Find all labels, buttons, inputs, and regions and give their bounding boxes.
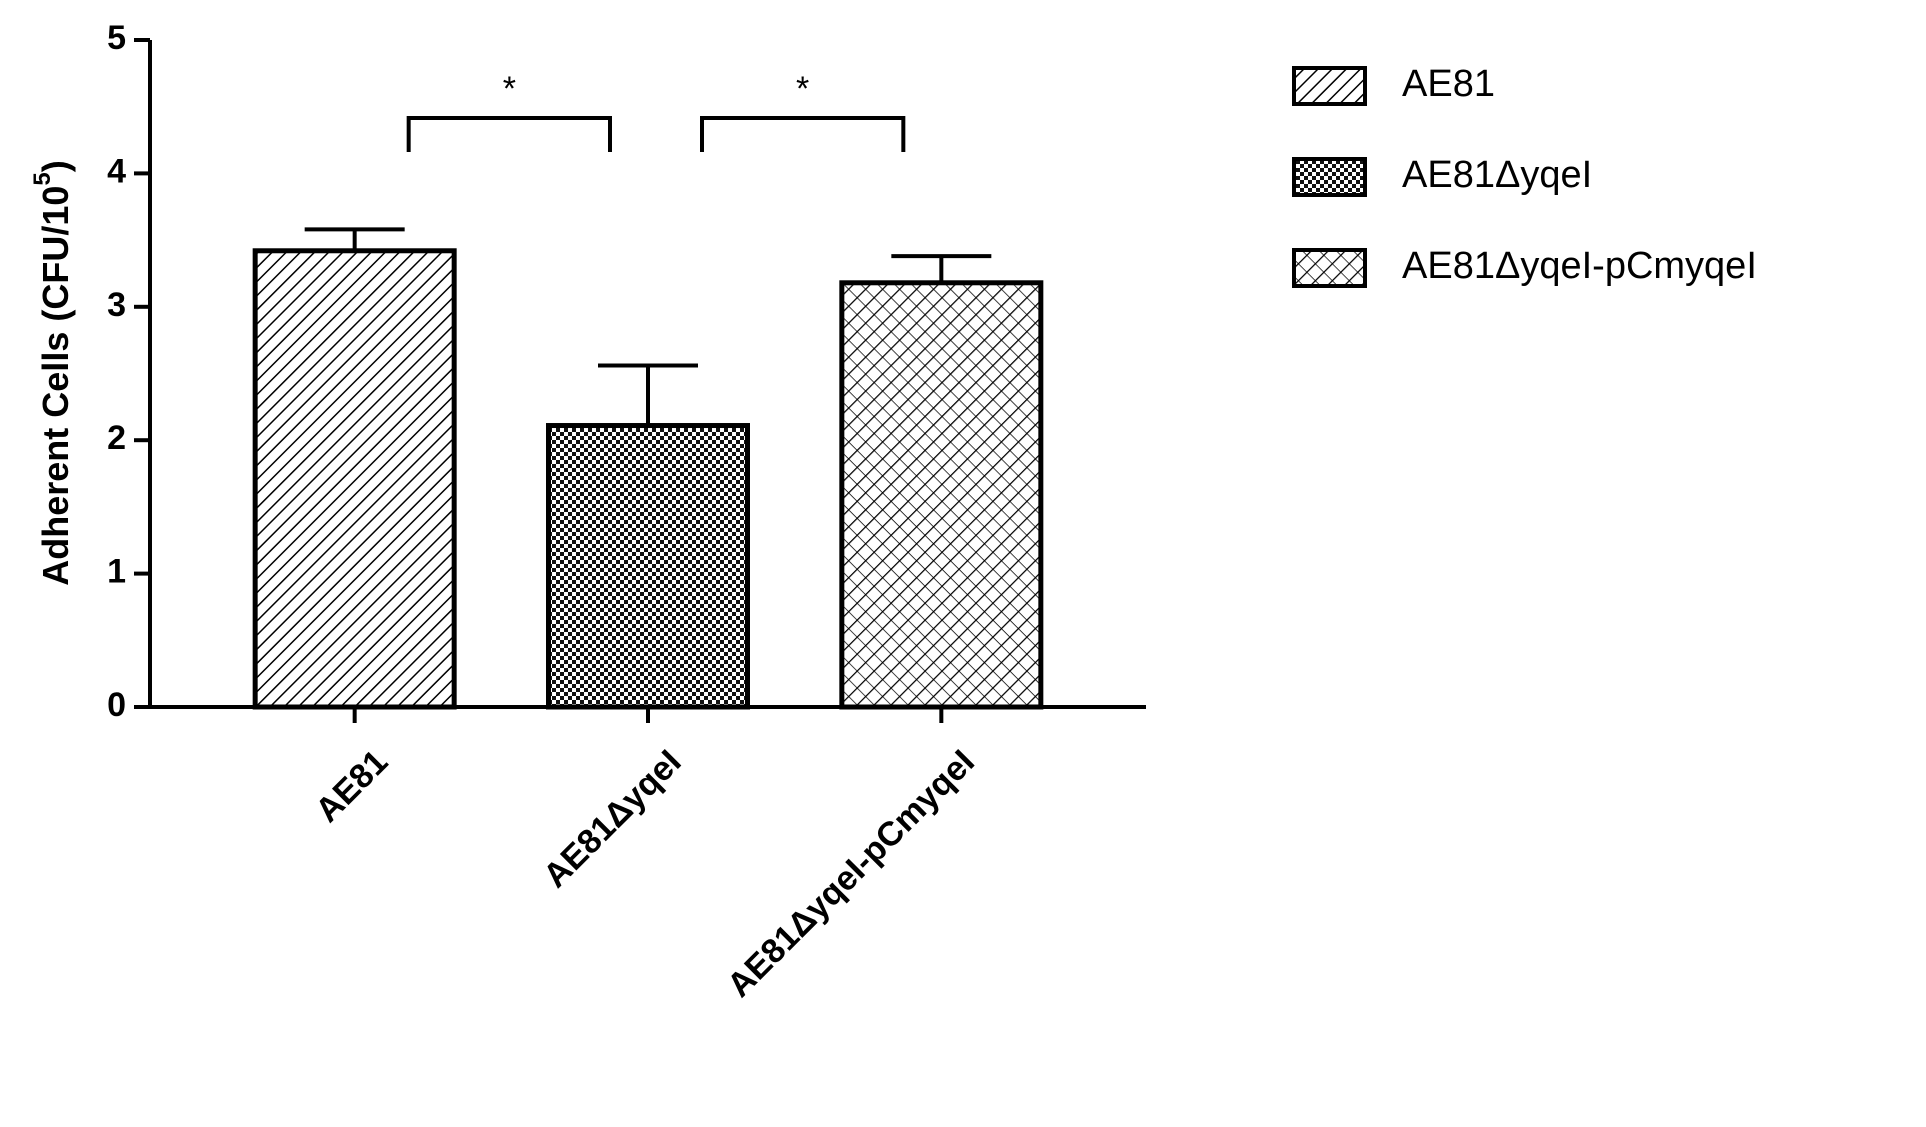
legend-swatch bbox=[1292, 248, 1367, 288]
y-tick-label: 5 bbox=[107, 19, 126, 57]
x-tick-label: AE81 bbox=[308, 743, 395, 830]
bar bbox=[839, 280, 1044, 710]
significance-label: * bbox=[796, 70, 809, 108]
legend-label: AE81ΔyqeI bbox=[1402, 154, 1592, 196]
y-label-end: ) bbox=[35, 160, 76, 172]
significance-label: * bbox=[503, 70, 516, 108]
y-tick-label: 4 bbox=[107, 152, 126, 190]
x-tick-label: AE81ΔyqeI-pCmyqeI bbox=[720, 743, 982, 1005]
y-tick-label: 1 bbox=[107, 553, 126, 591]
legend-swatch bbox=[1292, 66, 1367, 106]
bar bbox=[252, 248, 457, 710]
y-label-superscript: 5 bbox=[29, 172, 56, 185]
legend-swatch bbox=[1292, 157, 1367, 197]
legend-label: AE81ΔyqeI-pCmyqeI bbox=[1402, 245, 1757, 287]
significance-bracket bbox=[700, 116, 906, 152]
significance-bracket bbox=[406, 116, 612, 152]
y-tick-label: 0 bbox=[107, 686, 126, 724]
x-tick-label: AE81ΔyqeI bbox=[536, 743, 688, 895]
y-axis-label: Adherent Cells (CFU/105) bbox=[29, 160, 75, 585]
y-tick-label: 2 bbox=[107, 419, 126, 457]
bar bbox=[546, 423, 750, 710]
y-label-text: Adherent Cells (CFU/10 bbox=[35, 186, 76, 586]
y-tick-label: 3 bbox=[107, 286, 126, 324]
legend-label: AE81 bbox=[1402, 63, 1495, 105]
